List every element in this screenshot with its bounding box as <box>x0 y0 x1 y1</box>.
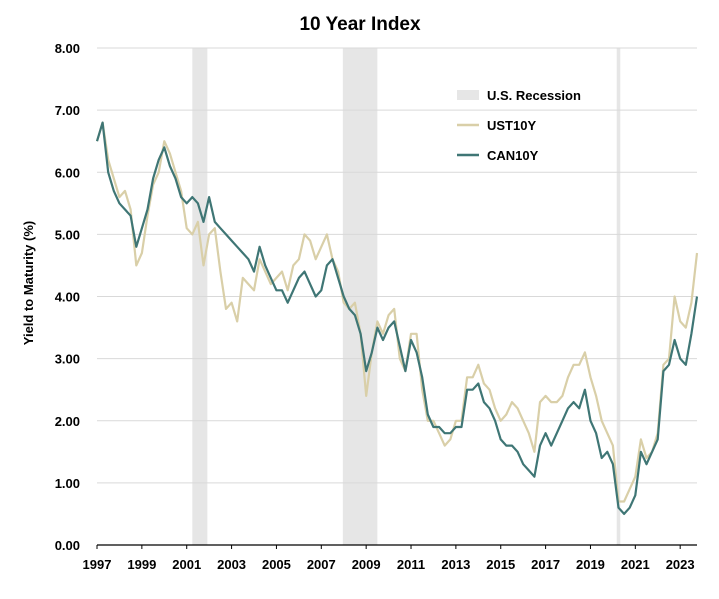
x-tick-label: 2015 <box>486 557 515 572</box>
x-tick-label: 2021 <box>621 557 650 572</box>
axes: 0.00 1.00 2.00 3.00 4.00 5.00 6.00 7.00 8.00 1997… <box>55 41 697 572</box>
x-tick-label: 2023 <box>666 557 695 572</box>
legend-swatch-recession <box>457 90 479 100</box>
y-tick-label: 4.00 <box>55 290 80 305</box>
x-tick-label: 2001 <box>172 557 201 572</box>
legend-label-ust10y: UST10Y <box>487 118 536 133</box>
x-tick-label: 2003 <box>217 557 246 572</box>
y-axis-label: Yield to Maturity (%) <box>21 221 36 345</box>
x-tick-label: 1999 <box>127 557 156 572</box>
x-tick-label: 2007 <box>307 557 336 572</box>
gridlines <box>97 47 697 484</box>
legend-label-can10y: CAN10Y <box>487 148 539 163</box>
y-tick-label: 0.00 <box>55 538 80 553</box>
x-tick-label: 2017 <box>531 557 560 572</box>
y-tick-label: 7.00 <box>55 103 80 118</box>
y-tick-label: 6.00 <box>55 165 80 180</box>
x-tick-label: 2009 <box>352 557 381 572</box>
y-tick-label: 3.00 <box>55 352 80 367</box>
legend-label-recession: U.S. Recession <box>487 88 581 103</box>
y-tick-label: 5.00 <box>55 227 80 242</box>
x-tick-label: 1997 <box>83 557 112 572</box>
series-lines <box>95 121 699 516</box>
y-tick-label: 2.00 <box>55 414 80 429</box>
x-tick-label: 2011 <box>397 557 425 572</box>
series-line-ust10y <box>95 121 699 503</box>
legend: U.S. Recession UST10Y CAN10Y <box>457 88 581 163</box>
series-line-can10y <box>95 121 699 516</box>
y-tick-label: 1.00 <box>55 476 80 491</box>
x-tick-label: 2019 <box>576 557 605 572</box>
chart-title: 10 Year Index <box>299 14 421 35</box>
y-tick-label: 8.00 <box>55 41 80 56</box>
x-tick-label: 2005 <box>262 557 291 572</box>
x-tick-label: 2013 <box>441 557 470 572</box>
